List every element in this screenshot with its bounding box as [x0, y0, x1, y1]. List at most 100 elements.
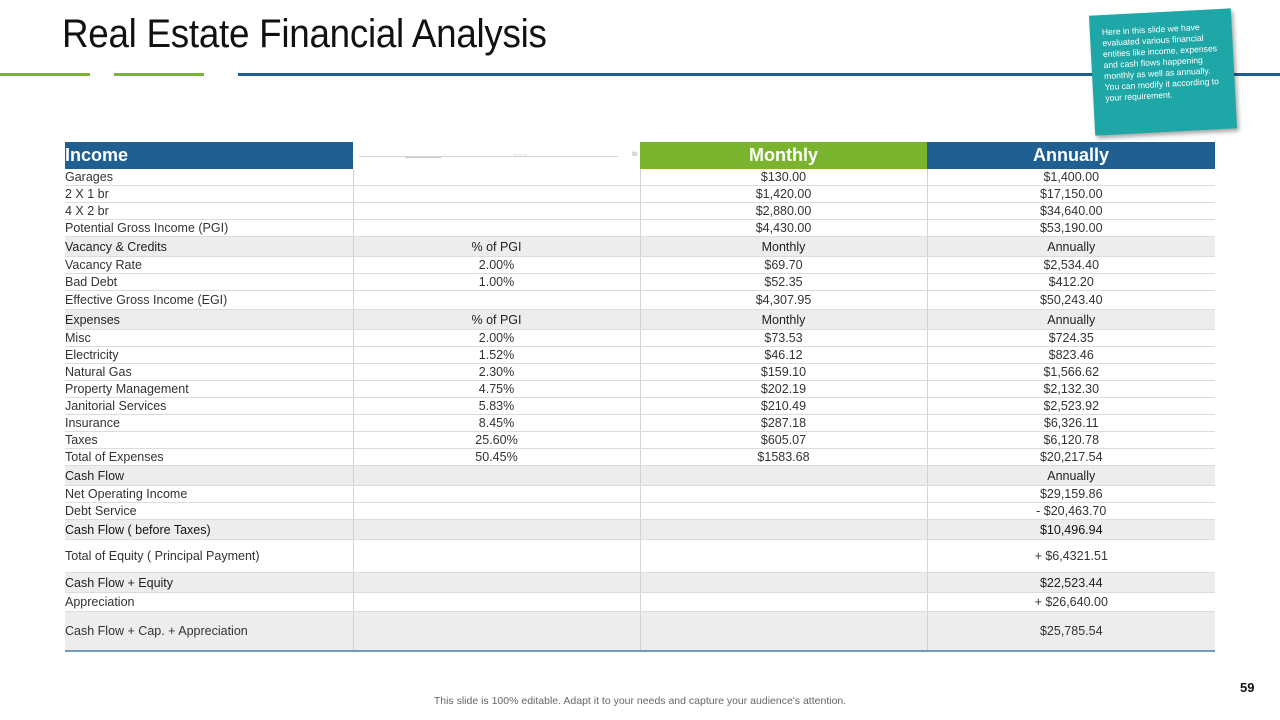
table-row: Debt Service - $20,463.70	[65, 502, 1215, 520]
row-annually: $25,785.54	[927, 611, 1215, 652]
row-label: Net Operating Income	[65, 485, 354, 503]
row-monthly: $202.19	[640, 380, 928, 398]
row-annually: $17,150.00	[927, 185, 1215, 203]
row-annually: $412.20	[927, 273, 1215, 291]
row-annually: $20,217.54	[927, 448, 1215, 466]
table-row: Insurance 8.45% $287.18 $6,326.11	[65, 414, 1215, 432]
row-monthly: $73.53	[640, 329, 928, 347]
row-percent: 25.60%	[353, 431, 641, 449]
row-annually: $50,243.40	[927, 290, 1215, 310]
table-row: Potential Gross Income (PGI) $4,430.00 $53…	[65, 219, 1215, 237]
accent-bar-middle	[114, 73, 204, 76]
sticky-note-text: Here in this slide we have evaluated var…	[1101, 22, 1220, 104]
row-label: Total of Expenses	[65, 448, 354, 466]
row-label: Cash Flow	[65, 465, 354, 486]
row-monthly: $1583.68	[640, 448, 928, 466]
row-label: Vacancy & Credits	[65, 236, 354, 257]
row-annually: $53,190.00	[927, 219, 1215, 237]
row-monthly	[640, 519, 928, 540]
row-label: Insurance	[65, 414, 354, 432]
row-percent: 1.00%	[353, 273, 641, 291]
page-number: 59	[1240, 680, 1255, 695]
row-label: Effective Gross Income (EGI)	[65, 290, 354, 310]
row-label: 2 X 1 br	[65, 185, 354, 203]
title-underline	[238, 73, 1280, 76]
row-percent	[353, 465, 641, 486]
row-percent	[353, 202, 641, 220]
row-monthly: $130.00	[640, 169, 928, 186]
row-label: Cash Flow + Equity	[65, 572, 354, 593]
decorative-dash	[405, 157, 441, 158]
row-annually: $724.35	[927, 329, 1215, 347]
row-label: Janitorial Services	[65, 397, 354, 415]
row-percent	[353, 169, 641, 186]
row-annually: Annually	[927, 309, 1215, 330]
row-percent	[353, 485, 641, 503]
row-annually: $6,326.11	[927, 414, 1215, 432]
row-monthly: Monthly	[640, 236, 928, 257]
table-row: Garages $130.00 $1,400.00	[65, 169, 1215, 186]
accent-bar-left	[0, 73, 90, 76]
row-monthly: $1,420.00	[640, 185, 928, 203]
table-body: Garages $130.00 $1,400.00 2 X 1 br $1,420.0…	[65, 169, 1215, 652]
row-monthly: $159.10	[640, 363, 928, 381]
table-row: Cash Flow + Cap. + Appreciation $25,785.5…	[65, 611, 1215, 652]
row-percent: 2.00%	[353, 256, 641, 274]
row-monthly	[640, 465, 928, 486]
row-annually: $29,159.86	[927, 485, 1215, 503]
row-label: Cash Flow ( before Taxes)	[65, 519, 354, 540]
table-row: Appreciation + $26,640.00	[65, 592, 1215, 612]
row-percent	[353, 572, 641, 593]
table-row: Property Management 4.75% $202.19 $2,132.30	[65, 380, 1215, 398]
row-monthly	[640, 611, 928, 652]
row-monthly	[640, 485, 928, 503]
row-label: Bad Debt	[65, 273, 354, 291]
row-label: Property Management	[65, 380, 354, 398]
row-annually: + $26,640.00	[927, 592, 1215, 612]
row-annually: $2,523.92	[927, 397, 1215, 415]
table-header-row: Income ○○○ ››› Monthly Annually	[65, 142, 1215, 169]
row-percent	[353, 539, 641, 573]
row-percent: 4.75%	[353, 380, 641, 398]
row-percent	[353, 219, 641, 237]
row-monthly: $69.70	[640, 256, 928, 274]
page-title: Real Estate Financial Analysis	[62, 12, 547, 56]
row-label: Vacancy Rate	[65, 256, 354, 274]
chevron-right-icon: ›››	[631, 148, 638, 160]
row-percent: 1.52%	[353, 346, 641, 364]
row-percent: 50.45%	[353, 448, 641, 466]
table-row: Bad Debt 1.00% $52.35 $412.20	[65, 273, 1215, 291]
section-header-row: Cash Flow ( before Taxes) $10,496.94	[65, 519, 1215, 540]
row-annually: - $20,463.70	[927, 502, 1215, 520]
header-decoration: ○○○ ›››	[353, 142, 640, 169]
sticky-note: Here in this slide we have evaluated var…	[1088, 8, 1238, 136]
row-label: Misc	[65, 329, 354, 347]
row-label: Debt Service	[65, 502, 354, 520]
table-row: Cash Flow + Equity $22,523.44	[65, 572, 1215, 593]
table-row: Misc 2.00% $73.53 $724.35	[65, 329, 1215, 347]
decorative-line	[359, 156, 618, 157]
row-annually: $2,534.40	[927, 256, 1215, 274]
row-percent: 5.83%	[353, 397, 641, 415]
row-annually: Annually	[927, 236, 1215, 257]
row-monthly: $52.35	[640, 273, 928, 291]
decorative-dots: ○○○	[513, 151, 528, 160]
table-row: 4 X 2 br $2,880.00 $34,640.00	[65, 202, 1215, 220]
section-header-row: Cash Flow Annually	[65, 465, 1215, 486]
row-annually: Annually	[927, 465, 1215, 486]
row-label: Appreciation	[65, 592, 354, 612]
header-income: Income	[65, 142, 353, 169]
row-monthly: $4,430.00	[640, 219, 928, 237]
row-annually: $34,640.00	[927, 202, 1215, 220]
header-annually: Annually	[927, 142, 1215, 169]
row-percent: 8.45%	[353, 414, 641, 432]
row-monthly	[640, 502, 928, 520]
header-monthly: Monthly	[640, 142, 927, 169]
row-percent: % of PGI	[353, 309, 641, 330]
row-label: Natural Gas	[65, 363, 354, 381]
row-annually: + $6,4321.51	[927, 539, 1215, 573]
table-row: Vacancy Rate 2.00% $69.70 $2,534.40	[65, 256, 1215, 274]
table-row: Effective Gross Income (EGI) $4,307.95 $50…	[65, 290, 1215, 310]
row-label: 4 X 2 br	[65, 202, 354, 220]
footer-caption: This slide is 100% editable. Adapt it to…	[433, 695, 847, 707]
